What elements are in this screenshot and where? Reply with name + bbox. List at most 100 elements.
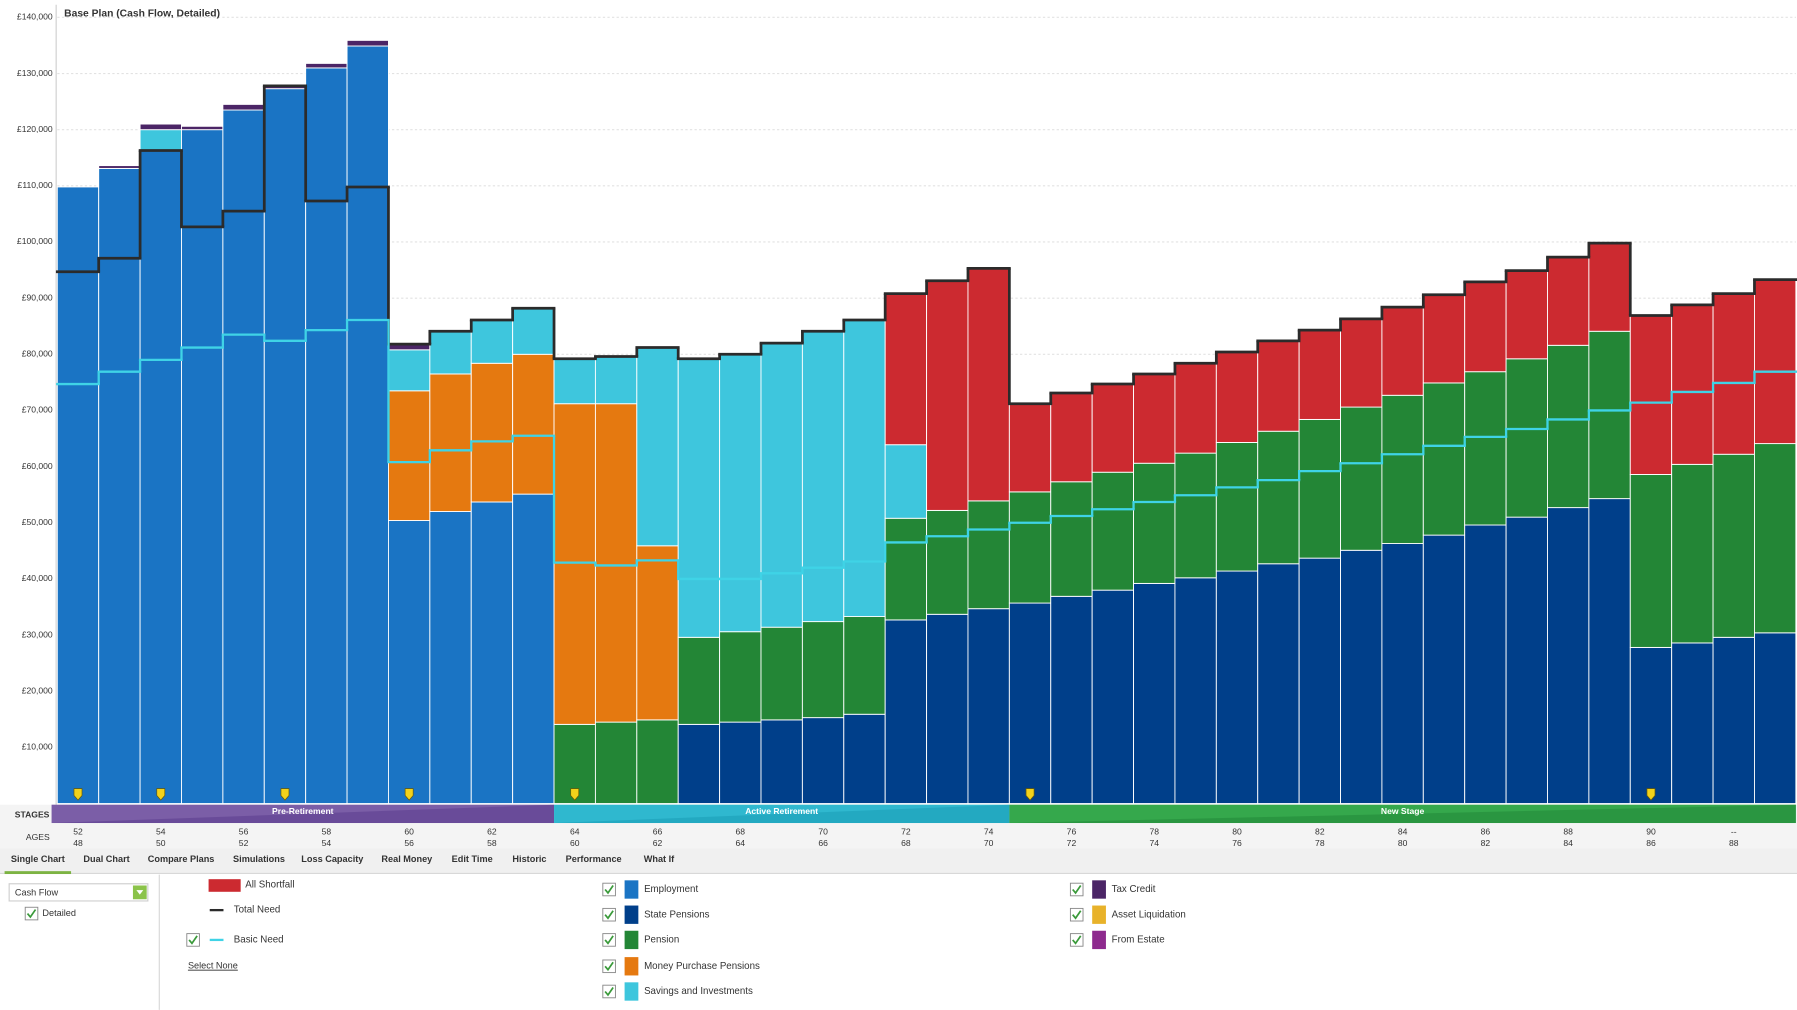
bar-segment <box>1050 595 1093 805</box>
need-lines <box>55 84 1797 581</box>
bar-segment <box>1712 453 1755 638</box>
bar-segment <box>1050 392 1093 483</box>
tab[interactable]: Compare Plans <box>148 854 215 864</box>
checkmark <box>604 961 614 972</box>
partner-age-label: 48 <box>73 838 83 848</box>
bar-segment <box>1464 371 1507 526</box>
checkbox[interactable] <box>602 984 616 999</box>
checkbox[interactable] <box>1069 907 1084 922</box>
checkmark <box>604 935 614 945</box>
legend-swatch <box>624 930 639 950</box>
event-marker[interactable] <box>156 788 166 801</box>
age-label: 90 <box>1646 826 1656 836</box>
bar-segment <box>222 103 265 111</box>
detailed-label: Detailed <box>42 908 76 918</box>
checkbox[interactable] <box>1069 933 1084 947</box>
bar-segment <box>470 362 514 503</box>
bar-segment <box>139 129 182 151</box>
partner-age-label: 74 <box>1149 838 1159 848</box>
bar-segment <box>1629 646 1673 805</box>
checkbox[interactable] <box>602 882 616 897</box>
age-label: 78 <box>1149 826 1159 836</box>
tab[interactable]: Single Chart <box>11 854 65 864</box>
options-panel <box>24 906 39 921</box>
bar-segment <box>346 45 389 805</box>
bar-segment <box>1629 315 1673 475</box>
bar-segment <box>719 353 762 633</box>
checkbox[interactable] <box>602 959 616 974</box>
legend-swatch <box>624 982 639 1001</box>
checkbox[interactable] <box>186 933 200 947</box>
tab[interactable]: What If <box>644 854 675 864</box>
event-marker[interactable] <box>570 788 580 801</box>
bar-segment <box>470 319 514 364</box>
bar-segment <box>1091 589 1135 805</box>
partner-age-label: 50 <box>156 838 166 848</box>
legend-label: Employment <box>644 884 698 895</box>
ages: 52 48 54 50 56 52 58 54 60 56 62 58 64 60 66 62 68 64 70 66… <box>73 826 1739 847</box>
bar-segment <box>1422 382 1466 536</box>
bar-segment <box>801 330 845 623</box>
bar-segment <box>1588 242 1631 332</box>
bar-segment <box>181 129 224 805</box>
event-marker[interactable] <box>280 788 290 801</box>
bar-segment <box>429 373 472 512</box>
y-tick-label: £130,000 <box>17 68 53 78</box>
stage-label: Active Retirement <box>745 806 818 816</box>
age-label: 82 <box>1315 826 1325 836</box>
bar-segment <box>594 721 638 805</box>
bar-segment <box>553 403 596 725</box>
stage-label: New Stage <box>1381 806 1425 816</box>
select-none[interactable]: Select None <box>188 961 238 971</box>
bar-segment <box>139 149 182 805</box>
legend-swatch <box>624 957 639 976</box>
tab[interactable]: Edit Time <box>452 854 493 864</box>
checkbox[interactable] <box>602 907 616 922</box>
stage-label: Pre-Retirement <box>272 806 334 816</box>
tab[interactable]: Loss Capacity <box>301 854 364 864</box>
tab[interactable]: Simulations <box>233 854 285 864</box>
bar-segment <box>139 123 182 131</box>
tab[interactable]: Historic <box>512 854 546 864</box>
bar-segment <box>1381 306 1424 396</box>
bar-segment <box>1629 474 1673 648</box>
bar-segment <box>1215 351 1259 443</box>
bar-segment <box>1505 516 1548 805</box>
event-marker[interactable] <box>1646 788 1656 801</box>
y-tick-label: £60,000 <box>22 461 53 471</box>
bar-segment <box>305 67 348 805</box>
bar-segment <box>1588 498 1631 805</box>
chart-title: Base Plan (Cash Flow, Detailed) <box>64 9 220 20</box>
bar-segment <box>594 356 638 405</box>
event-marker[interactable] <box>73 788 83 801</box>
bar-segment <box>470 501 514 805</box>
checkbox[interactable] <box>1069 882 1084 897</box>
view-select[interactable] <box>8 883 149 902</box>
partner-age-label: 70 <box>984 838 994 848</box>
event-marker[interactable] <box>1025 788 1035 801</box>
checkmark <box>26 909 37 919</box>
select-arrow <box>136 890 144 895</box>
tab[interactable]: Performance <box>566 854 622 864</box>
age-label: 54 <box>156 826 166 836</box>
bar-segment <box>1215 442 1259 572</box>
partner-age-label: 88 <box>1729 838 1739 848</box>
tab[interactable]: Real Money <box>381 854 433 864</box>
age-label: 66 <box>653 826 663 836</box>
age-label: -- <box>1731 826 1737 836</box>
partner-age-label: 82 <box>1481 838 1491 848</box>
bar-segment <box>1257 340 1300 432</box>
bar-segment <box>512 493 555 805</box>
event-marker[interactable] <box>404 788 414 801</box>
bar-segment <box>1091 383 1135 473</box>
y-tick-label: £100,000 <box>17 236 53 246</box>
tab[interactable]: Dual Chart <box>83 854 129 864</box>
checkbox[interactable] <box>24 906 39 921</box>
checkbox[interactable] <box>602 933 616 947</box>
bar-segment <box>926 613 969 805</box>
partner-age-label: 78 <box>1315 838 1325 848</box>
partner-age-label: 58 <box>487 838 497 848</box>
bar-segment <box>719 721 762 805</box>
bar-segment <box>1464 524 1507 805</box>
checkmark <box>1072 935 1082 945</box>
